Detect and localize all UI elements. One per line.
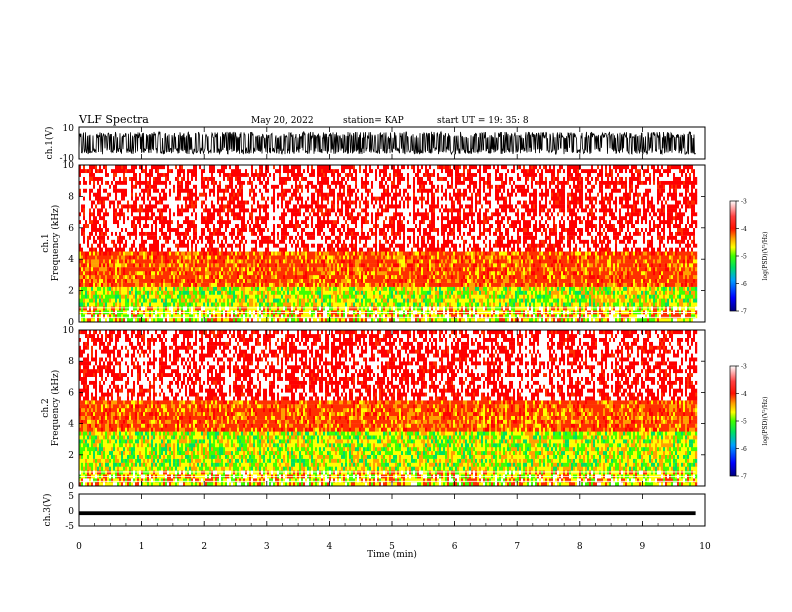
time-tick-label: 10 xyxy=(699,542,711,552)
ch3-ytick-middle: 0 xyxy=(68,507,74,517)
ch1-waveform-trace xyxy=(78,130,696,156)
time-tick-label: 2 xyxy=(201,542,207,552)
ch1-ytick-top: 10 xyxy=(63,124,75,134)
colorbar-tick-label: -4 xyxy=(741,391,747,398)
ch1-colorbar-label: log(PSD)(V²/Hz) xyxy=(762,232,769,281)
ch2-channel-label: ch.2 xyxy=(41,398,51,417)
figure-title: VLF Spectra xyxy=(78,113,149,126)
ch1-waveform-ylabel: ch.1(V) xyxy=(44,127,55,160)
frequency-tick-label: 4 xyxy=(68,255,74,265)
ch3-waveform-panel: 5 0 -5 ch.3(V) 0 1 2 3 4 5 6 7 8 9 10 Time (min) xyxy=(42,127,711,560)
colorbar-tick-label: -6 xyxy=(741,446,747,453)
frequency-tick-label: 6 xyxy=(68,224,74,234)
time-tick-label: 3 xyxy=(264,542,270,552)
ch2-spectrogram-image xyxy=(79,330,698,487)
ch1-ytick-bottom: -10 xyxy=(60,154,75,164)
frequency-tick-label: 8 xyxy=(68,357,74,367)
ch1-waveform-line xyxy=(78,130,696,156)
frequency-tick-label: 4 xyxy=(68,420,74,430)
ch1-channel-label: ch.1 xyxy=(41,233,51,252)
time-tick-label: 0 xyxy=(76,542,82,552)
ch1-colorbar: -3 -4 -5 -6 -7 log(PSD)(V²/Hz) xyxy=(729,199,769,316)
ch2-spectrogram-panel: 0 2 4 6 8 10 ch.2 Frequency (kHz) xyxy=(41,326,706,492)
ch1-frequency-label: Frequency (kHz) xyxy=(50,205,61,282)
frequency-tick-label: 6 xyxy=(68,388,74,398)
frequency-tick-label: 2 xyxy=(68,287,74,297)
colorbar-tick-label: -7 xyxy=(741,309,747,316)
ch1-spectrogram-panel: 0 2 4 6 8 10 ch.1 Frequency (kHz) xyxy=(41,161,706,328)
time-axis: 0 1 2 3 4 5 6 7 8 9 10 xyxy=(76,127,711,552)
ch1-spectrogram-image xyxy=(79,165,698,323)
ch2-colorbar-label: log(PSD)(V²/Hz) xyxy=(762,397,769,446)
frequency-tick-label: 2 xyxy=(68,451,74,461)
frequency-tick-label: 10 xyxy=(63,161,75,171)
time-tick-label: 5 xyxy=(389,542,395,552)
ch3-ytick-top: 5 xyxy=(68,492,74,502)
frequency-tick-label: 0 xyxy=(68,318,74,328)
time-tick-label: 9 xyxy=(640,542,646,552)
time-tick-label: 1 xyxy=(139,542,145,552)
ch2-colorbar: -3 -4 -5 -6 -7 log(PSD)(V²/Hz) xyxy=(729,364,769,481)
frequency-tick-label: 10 xyxy=(63,326,75,336)
ch1-colorbar-scale xyxy=(729,200,737,312)
ch3-ytick-bottom: -5 xyxy=(65,522,74,532)
ch2-colorbar-scale xyxy=(729,365,737,477)
start-time-label: start UT = 19: 35: 8 xyxy=(437,116,529,126)
date-label: May 20, 2022 xyxy=(251,116,314,126)
time-tick-label: 8 xyxy=(577,542,583,552)
ch2-frequency-label: Frequency (kHz) xyxy=(50,370,61,447)
frequency-tick-label: 0 xyxy=(68,482,74,492)
colorbar-tick-label: -3 xyxy=(741,199,747,206)
colorbar-tick-label: -3 xyxy=(741,364,747,371)
colorbar-tick-label: -7 xyxy=(741,474,747,481)
ch3-waveform-ylabel: ch.3(V) xyxy=(42,494,53,527)
time-tick-label: 7 xyxy=(514,542,520,552)
frequency-tick-label: 8 xyxy=(68,192,74,202)
time-tick-label: 6 xyxy=(452,542,458,552)
ch1-waveform-panel: 10 -10 ch.1(V) xyxy=(44,124,706,164)
time-axis-label: Time (min) xyxy=(367,549,417,560)
time-tick-label: 4 xyxy=(327,542,333,552)
colorbar-tick-label: -6 xyxy=(741,281,747,288)
ch3-waveform-trace xyxy=(79,511,696,516)
colorbar-tick-label: -5 xyxy=(741,254,747,261)
colorbar-tick-label: -4 xyxy=(741,226,747,233)
colorbar-tick-label: -5 xyxy=(741,419,747,426)
station-label: station= KAP xyxy=(343,116,404,126)
